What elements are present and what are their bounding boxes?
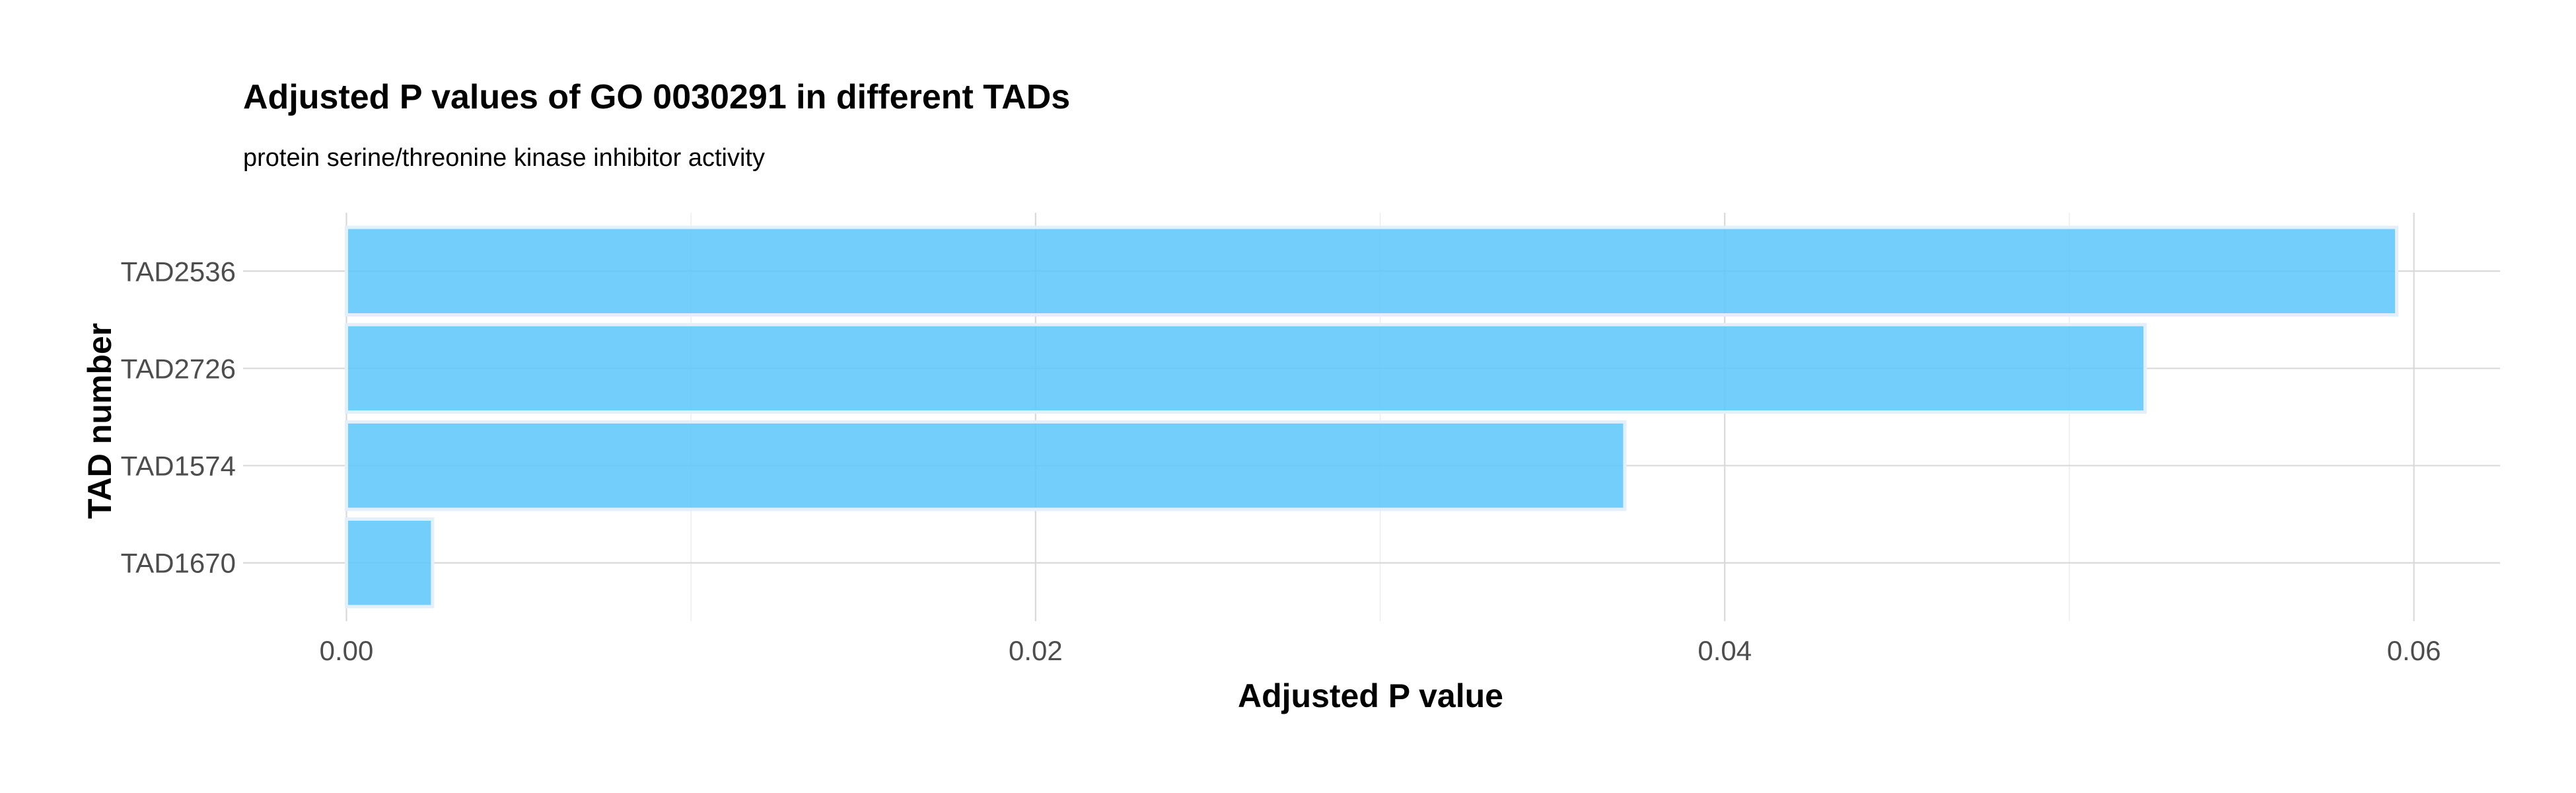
x-tick-label: 0.04: [1698, 635, 1752, 666]
bars: [345, 225, 2398, 609]
chart-title: Adjusted P values of GO 0030291 in diffe…: [243, 78, 1070, 116]
x-axis-tick-labels: 0.00 0.02 0.04 0.06: [320, 635, 2441, 666]
y-tick-label: TAD2536: [121, 256, 236, 287]
x-tick-label: 0.00: [320, 635, 374, 666]
chart-subtitle: protein serine/threonine kinase inhibito…: [243, 144, 765, 172]
y-axis-tick-labels: TAD2536 TAD2726 TAD1574 TAD1670: [121, 256, 236, 578]
x-tick-label: 0.06: [2387, 635, 2441, 666]
bar-tad2536: [345, 225, 2398, 317]
x-axis-title: Adjusted P value: [1238, 677, 1503, 714]
y-tick-label: TAD1574: [121, 451, 236, 482]
y-tick-label: TAD2726: [121, 353, 236, 384]
bar-tad2726: [345, 322, 2147, 414]
y-tick-label: TAD1670: [121, 548, 236, 579]
x-tick-label: 0.02: [1009, 635, 1063, 666]
bar-tad1670: [345, 517, 435, 609]
y-axis-title: TAD number: [81, 323, 118, 519]
bar-tad1574: [345, 420, 1627, 511]
